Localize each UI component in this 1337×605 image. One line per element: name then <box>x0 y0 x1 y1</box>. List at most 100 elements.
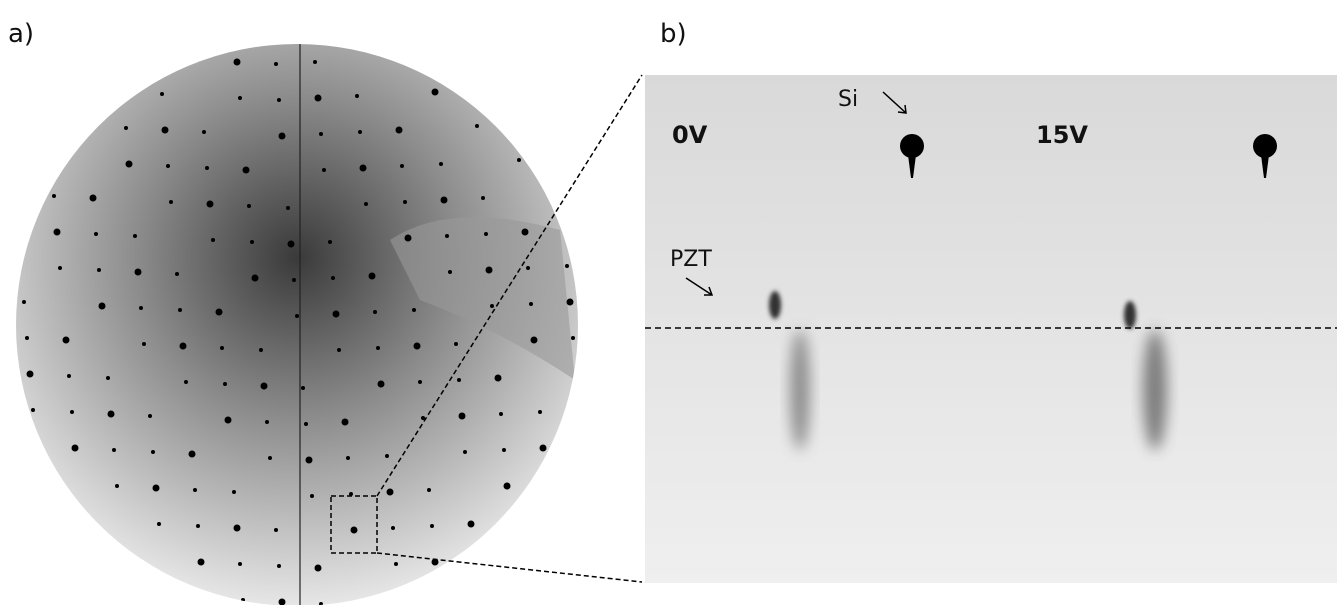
spot <box>553 590 557 594</box>
spot <box>234 59 241 66</box>
spot <box>198 559 205 566</box>
spot <box>40 50 44 54</box>
spot <box>358 130 362 134</box>
spot <box>430 54 434 58</box>
spot <box>468 521 475 528</box>
spot <box>400 164 404 168</box>
spot <box>369 273 376 280</box>
spot <box>531 337 538 344</box>
spot <box>121 90 125 94</box>
spot <box>565 264 569 268</box>
spot <box>432 89 439 96</box>
spot <box>574 372 578 376</box>
spot <box>43 552 47 556</box>
spot <box>268 456 272 460</box>
spot <box>385 454 389 458</box>
spot <box>277 564 281 568</box>
spot <box>234 525 241 532</box>
spot <box>547 518 551 522</box>
spot <box>97 268 101 272</box>
spot <box>355 94 359 98</box>
spot <box>513 591 520 598</box>
spot <box>135 269 142 276</box>
spot <box>31 408 35 412</box>
spot <box>115 484 119 488</box>
spot <box>567 299 574 306</box>
spot <box>558 191 565 198</box>
spot <box>205 166 209 170</box>
spot <box>511 86 515 90</box>
pzt-streak <box>790 330 810 450</box>
spot <box>16 228 20 232</box>
spot <box>261 383 268 390</box>
voltage-label: 0V <box>672 121 708 149</box>
spot <box>94 232 98 236</box>
spot <box>394 562 398 566</box>
spot <box>430 524 434 528</box>
spot <box>387 489 394 496</box>
spot <box>315 95 322 102</box>
spot <box>7 120 11 124</box>
spot <box>459 413 466 420</box>
spot <box>153 485 160 492</box>
spot <box>337 348 341 352</box>
spot <box>45 587 52 594</box>
spot <box>306 457 313 464</box>
spot <box>544 482 548 486</box>
spot <box>175 272 179 276</box>
spot <box>162 593 169 600</box>
spot <box>589 552 593 556</box>
spot <box>193 488 197 492</box>
spot <box>333 311 340 318</box>
spot <box>295 314 299 318</box>
spot <box>540 445 547 452</box>
spot <box>396 127 403 134</box>
spot <box>472 558 476 562</box>
spot <box>178 308 182 312</box>
spot <box>504 483 511 490</box>
spot <box>549 83 556 90</box>
spot <box>517 158 521 162</box>
spot <box>79 518 83 522</box>
spot <box>124 126 128 130</box>
spot <box>162 127 169 134</box>
spot <box>189 451 196 458</box>
spot <box>117 53 124 60</box>
spot <box>9 155 16 162</box>
spot <box>85 590 89 594</box>
spot <box>495 375 502 382</box>
spot <box>196 58 200 62</box>
spot <box>49 158 53 162</box>
spot <box>72 445 79 452</box>
spot <box>108 411 115 418</box>
spot <box>63 337 70 344</box>
spot <box>376 346 380 350</box>
spot <box>247 204 251 208</box>
spot <box>405 235 412 242</box>
spot <box>499 412 503 416</box>
spot <box>79 52 83 56</box>
spot <box>418 380 422 384</box>
annotation: Si <box>838 87 858 112</box>
spot <box>13 192 17 196</box>
spot <box>403 200 407 204</box>
spot <box>351 527 358 534</box>
spot <box>490 304 494 308</box>
spot <box>328 240 332 244</box>
spot <box>580 444 584 448</box>
spot <box>81 87 88 94</box>
spot <box>225 417 232 424</box>
spot <box>274 62 278 66</box>
spot <box>391 526 395 530</box>
spot <box>475 594 479 598</box>
spot <box>322 168 326 172</box>
spot <box>319 132 323 136</box>
spot <box>457 378 461 382</box>
spot <box>151 450 155 454</box>
spot <box>585 515 592 522</box>
spot <box>40 516 44 520</box>
spot <box>81 553 88 560</box>
spot <box>342 419 349 426</box>
annotation: PZT <box>670 247 712 272</box>
spot <box>259 348 263 352</box>
